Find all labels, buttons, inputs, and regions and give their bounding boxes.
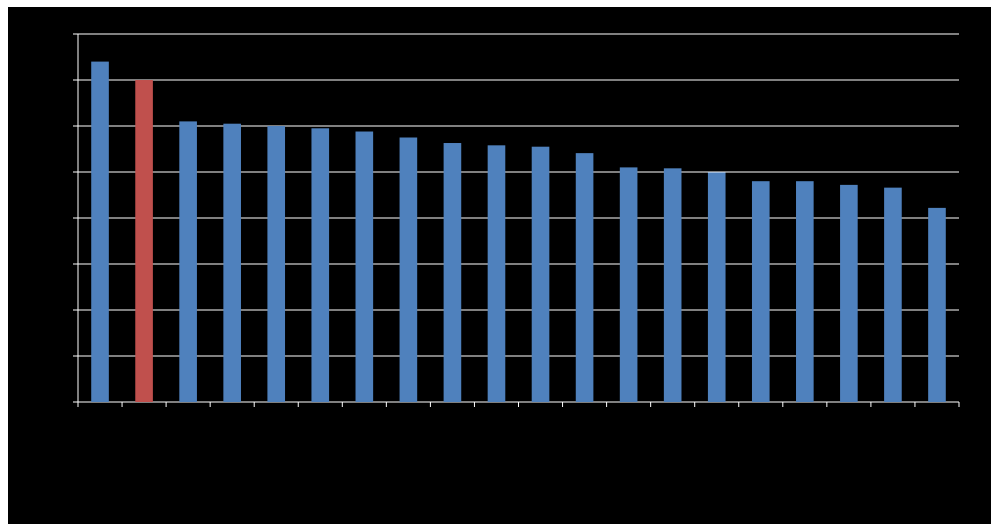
bar-chart — [73, 33, 960, 407]
chart-frame — [8, 7, 991, 524]
bar — [663, 168, 682, 402]
bar — [884, 187, 902, 402]
bar — [267, 126, 286, 402]
bar — [487, 145, 506, 402]
bar — [311, 128, 330, 403]
bar — [531, 146, 550, 402]
bar — [796, 181, 814, 402]
bar-highlighted — [135, 80, 153, 402]
bar — [399, 137, 418, 402]
bar — [619, 167, 638, 402]
bar — [840, 184, 858, 402]
bar — [751, 181, 770, 402]
bar — [223, 123, 241, 402]
bar — [575, 153, 594, 402]
bar — [707, 172, 726, 402]
bar — [443, 143, 462, 402]
bar — [91, 61, 109, 402]
bar — [355, 131, 374, 402]
bar — [928, 207, 946, 402]
bar — [179, 121, 197, 403]
